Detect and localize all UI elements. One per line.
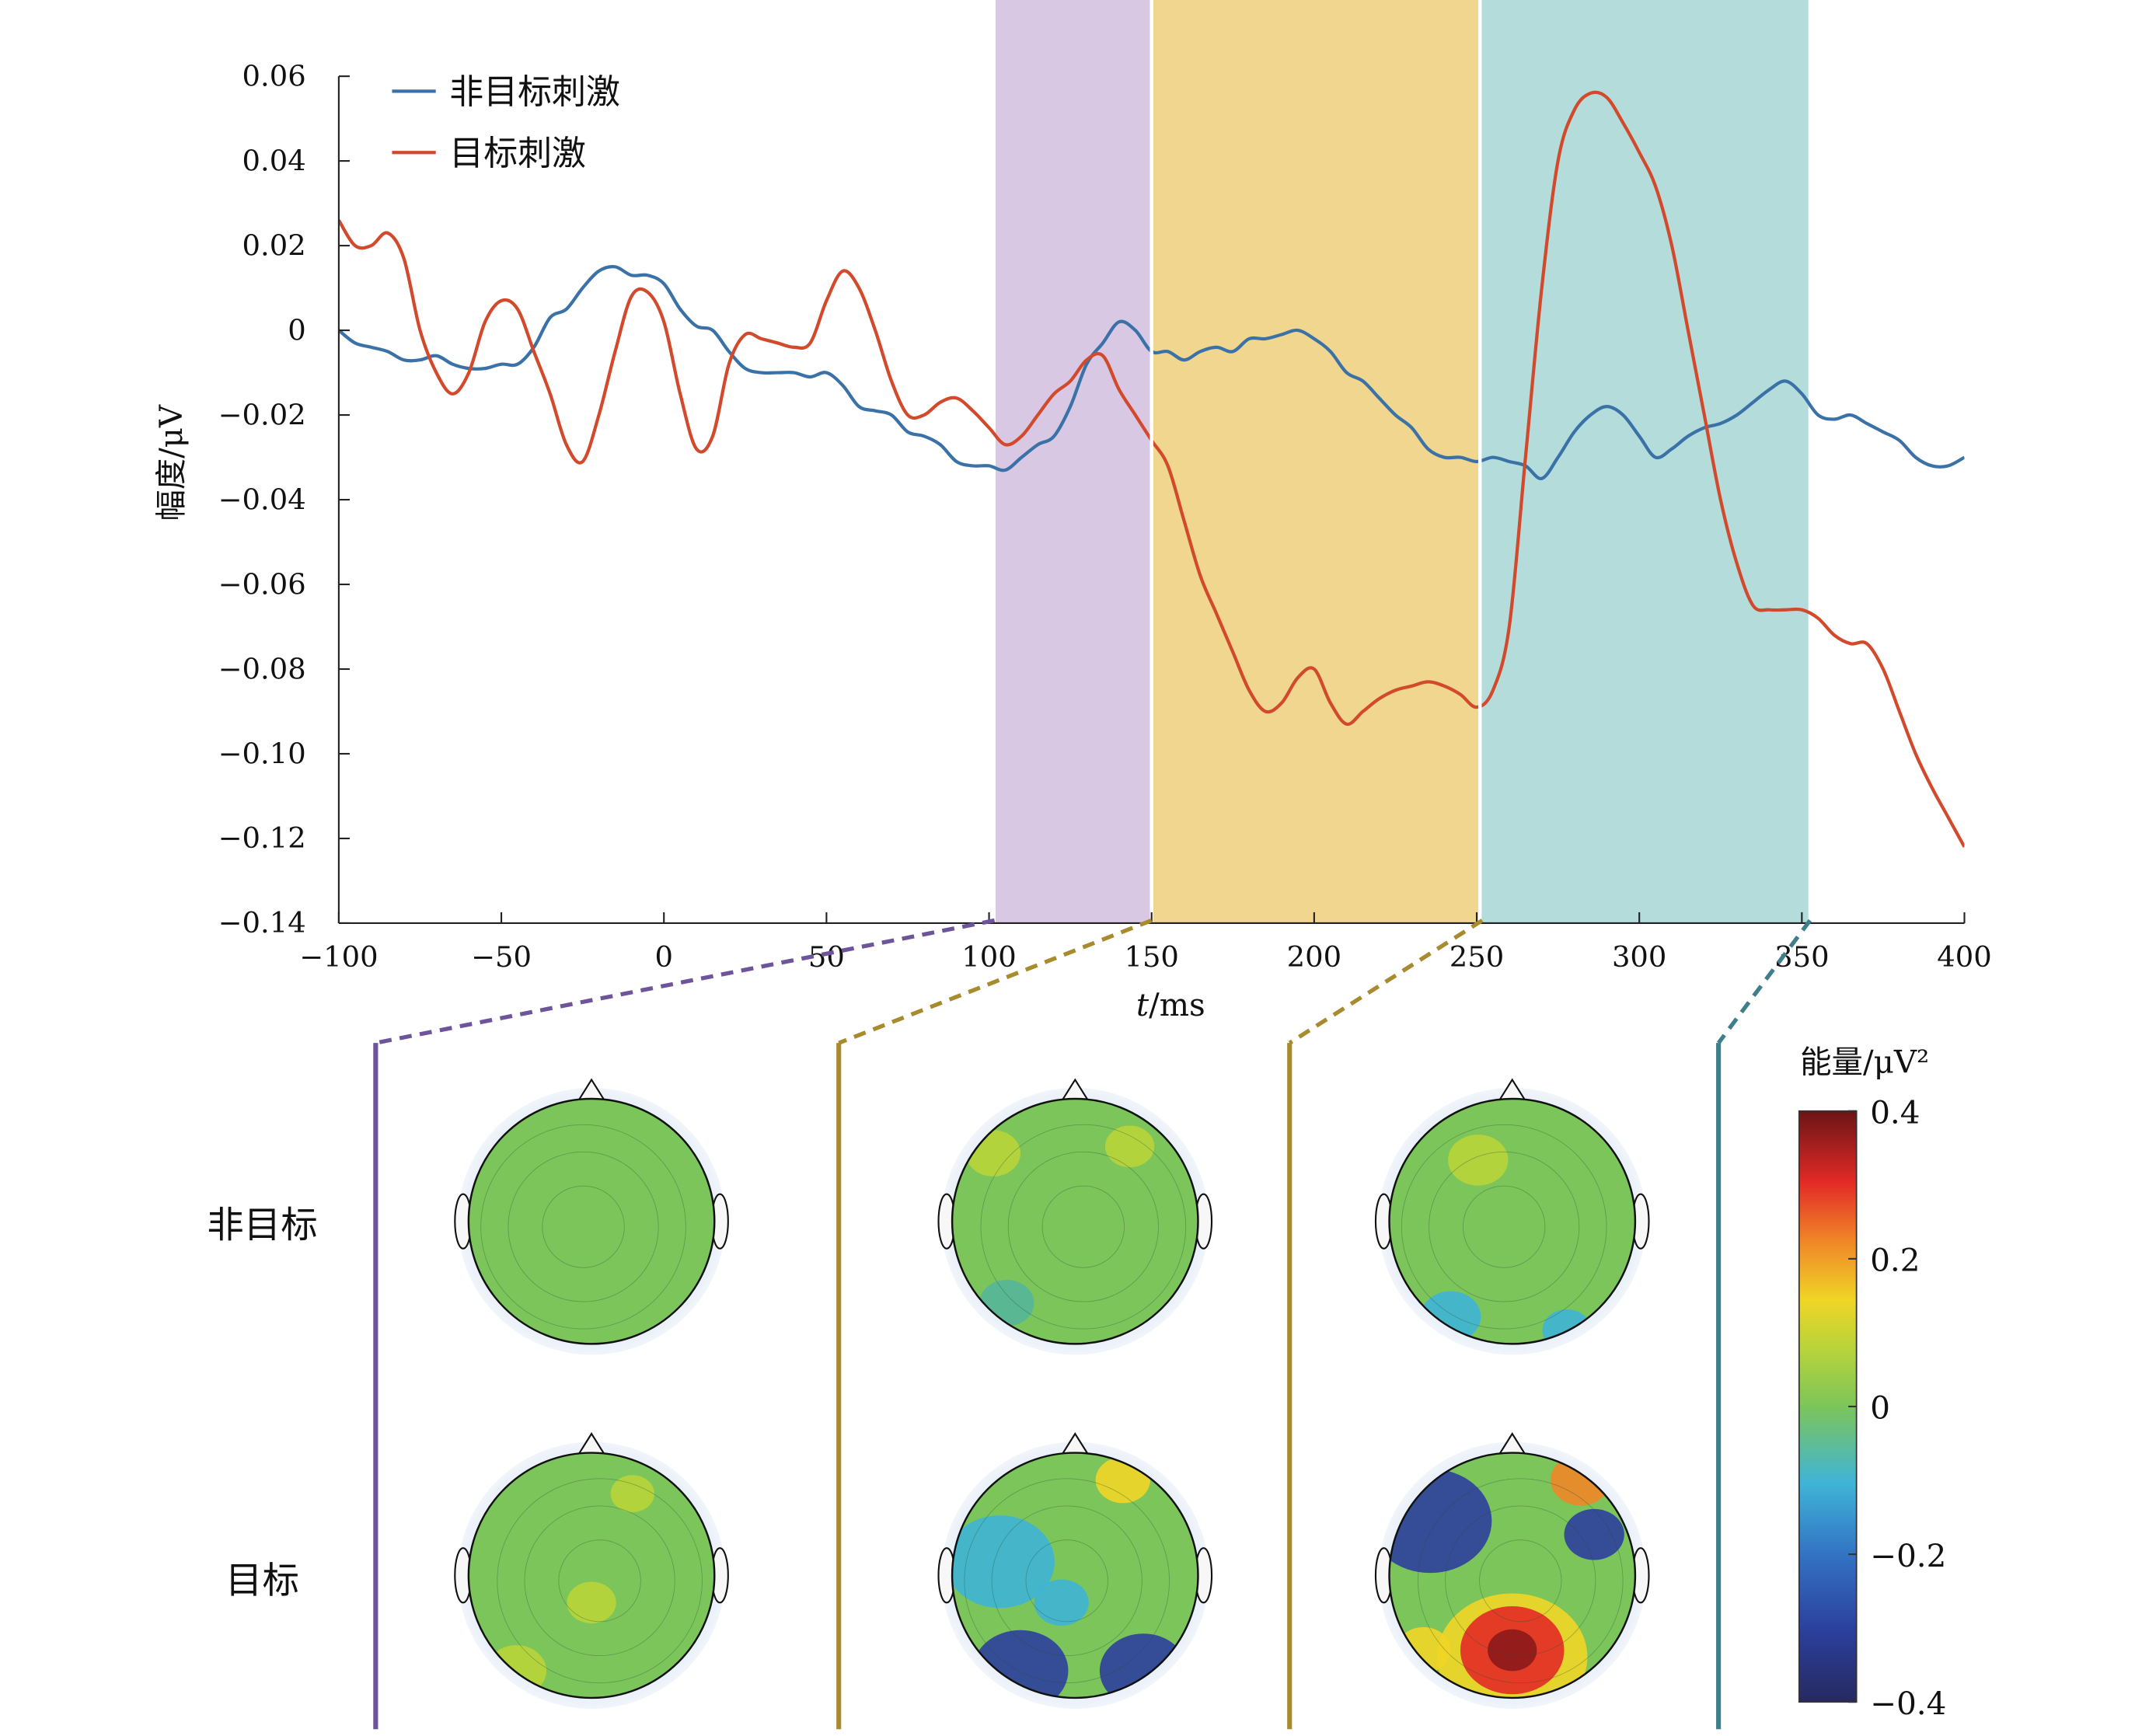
colorbar-ticks: 0.4 0.2 0 −0.2 −0.4 (1848, 1095, 1946, 1722)
colorbar: 能量/μV² 0.4 0.2 0 −0.2 −0.4 (1798, 1044, 1946, 1722)
colorbar-tick-label: 0.4 (1870, 1095, 1920, 1131)
x-tick-label: 250 (1450, 940, 1504, 974)
connector-dashed-2 (838, 919, 1153, 1045)
colorbar-gradient (1798, 1110, 1858, 1703)
row-label-target: 目标 (225, 1560, 299, 1602)
topomaps (454, 1078, 1650, 1709)
x-ticks: −100 −50 0 50 100 150 200 250 300 350 400 (299, 912, 1992, 974)
colorbar-tick-label: 0.2 (1870, 1243, 1920, 1279)
y-tick-label: −0.14 (218, 906, 306, 939)
topomap-2 (937, 1078, 1213, 1355)
series-line-target (338, 90, 1965, 848)
y-tick-label: −0.08 (218, 652, 306, 685)
x-tick-label: 150 (1124, 940, 1178, 974)
topomap-5 (937, 1432, 1213, 1709)
y-tick-label: 0.02 (242, 228, 306, 262)
y-tick-label: −0.04 (218, 483, 306, 516)
legend: 非目标刺激 目标刺激 (392, 72, 620, 173)
y-tick-label: 0.06 (242, 59, 306, 92)
x-tick-label: −50 (471, 940, 532, 974)
colorbar-tick-label: −0.2 (1870, 1538, 1946, 1574)
time-window-bands (995, 0, 1809, 923)
x-axis-label: t/ms (1136, 987, 1205, 1023)
band-3 (1480, 0, 1809, 923)
band-separators (1149, 0, 1482, 923)
group-connectors (373, 918, 1812, 1730)
x-tick-label: 100 (961, 940, 1016, 974)
x-tick-label: 0 (654, 940, 672, 974)
connector-dashed-4 (1717, 919, 1812, 1044)
colorbar-tick-label: 0 (1870, 1390, 1890, 1427)
y-tick-label: −0.02 (218, 398, 306, 431)
topomap-1 (454, 1078, 729, 1355)
topomap-3 (1374, 1078, 1650, 1355)
y-ticks: 0.06 0.04 0.02 0 −0.02 −0.04 −0.06 −0.08 −0.10 −0… (218, 59, 350, 939)
x-tick-label: 200 (1287, 940, 1341, 974)
connector-dashed-1 (375, 918, 996, 1045)
legend-label-target: 目标刺激 (449, 134, 586, 173)
y-axis-label: 幅度/μV (153, 404, 190, 521)
band-1 (995, 0, 1152, 923)
y-tick-label: −0.12 (218, 821, 306, 855)
x-tick-label: −100 (299, 940, 378, 974)
row-label-non-target: 非目标 (207, 1204, 317, 1247)
x-tick-label: 400 (1937, 940, 1991, 974)
y-tick-label: −0.10 (218, 737, 306, 770)
legend-label-non-target: 非目标刺激 (449, 72, 620, 112)
colorbar-title: 能量/μV² (1800, 1044, 1929, 1081)
y-tick-label: 0 (288, 313, 305, 347)
x-tick-label: 300 (1612, 940, 1666, 974)
y-tick-label: −0.06 (218, 567, 306, 601)
connector-dashed-3 (1288, 919, 1484, 1045)
y-tick-label: 0.04 (242, 144, 306, 177)
band-2 (1151, 0, 1481, 923)
x-tick-label: 50 (808, 940, 845, 974)
topomap-4 (454, 1432, 729, 1709)
colorbar-tick-label: −0.4 (1870, 1685, 1946, 1722)
topomap-6 (1374, 1432, 1650, 1709)
